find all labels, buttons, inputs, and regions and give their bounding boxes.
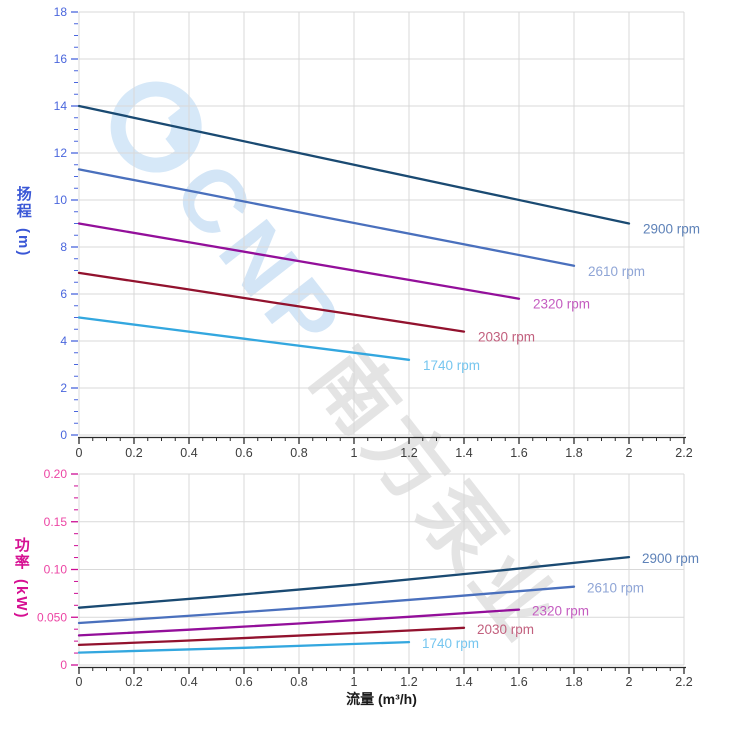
power-x-tick-label: 1.4 <box>455 675 472 689</box>
head-y-tick-label: 4 <box>60 334 67 348</box>
power-curve-label-2030-rpm: 2030 rpm <box>477 622 534 637</box>
head-y-tick-label: 16 <box>54 52 68 66</box>
head-x-tick-label: 2 <box>626 446 633 460</box>
power-y-tick-label: 0.050 <box>37 610 67 624</box>
head-x-tick-label: 0 <box>76 446 83 460</box>
power-y-tick-label: 0.10 <box>44 563 68 577</box>
power-x-tick-label: 0.8 <box>290 675 307 689</box>
power-y-axis-name: 功率 <box>12 537 30 571</box>
power-curve-2610-rpm <box>77 585 576 625</box>
power-curve-label-1740-rpm: 1740 rpm <box>422 636 479 651</box>
head-x-tick-label: 0.6 <box>235 446 252 460</box>
head-curve-2610-rpm <box>77 168 576 267</box>
power-curve-label-2320-rpm: 2320 rpm <box>532 604 589 619</box>
power-x-tick-label: 1.8 <box>565 675 582 689</box>
power-curve-2900-rpm <box>77 555 631 609</box>
head-curve-2030-rpm <box>77 271 466 333</box>
head-x-tick-label: 1.2 <box>400 446 417 460</box>
head-x-tick-label: 1.4 <box>455 446 472 460</box>
head-x-tick-label: 0.4 <box>180 446 197 460</box>
head-y-tick-label: 0 <box>60 428 67 442</box>
power-x-tick-label: 1 <box>351 675 358 689</box>
head-y-axis-title: 扬程 (m) <box>14 186 32 258</box>
head-y-tick-label: 12 <box>54 146 68 160</box>
power-x-tick-label: 2.2 <box>675 675 692 689</box>
x-axis-title: 流量 (m³/h) <box>346 691 417 707</box>
power-x-tick-label: 0.2 <box>125 675 142 689</box>
head-y-axis-name: 扬程 <box>14 186 32 220</box>
head-y-tick-label: 18 <box>54 5 68 19</box>
head-curve-label-2320-rpm: 2320 rpm <box>533 297 590 312</box>
head-x-tick-label: 1.6 <box>510 446 527 460</box>
head-y-tick-label: 10 <box>54 193 68 207</box>
power-x-tick-label: 0 <box>76 675 83 689</box>
power-x-tick-label: 1.2 <box>400 675 417 689</box>
power-y-tick-label: 0.15 <box>44 515 68 529</box>
power-curve-2320-rpm <box>77 608 521 637</box>
power-y-tick-label: 0 <box>60 658 67 672</box>
head-x-tick-label: 1 <box>351 446 358 460</box>
head-curve-label-1740-rpm: 1740 rpm <box>423 358 480 373</box>
head-x-tick-label: 0.8 <box>290 446 307 460</box>
power-x-tick-label: 1.6 <box>510 675 527 689</box>
head-x-tick-label: 0.2 <box>125 446 142 460</box>
power-x-tick-label: 0.6 <box>235 675 252 689</box>
power-curve-label-2610-rpm: 2610 rpm <box>587 581 644 596</box>
power-curve-label-2900-rpm: 2900 rpm <box>642 551 699 566</box>
head-y-tick-label: 14 <box>54 99 68 113</box>
head-x-tick-label: 1.8 <box>565 446 582 460</box>
power-x-tick-label: 0.4 <box>180 675 197 689</box>
head-curve-label-2030-rpm: 2030 rpm <box>478 330 535 345</box>
head-curve-label-2900-rpm: 2900 rpm <box>643 222 700 237</box>
power-y-tick-label: 0.20 <box>44 467 68 481</box>
power-curve-1740-rpm <box>77 640 411 654</box>
power-y-axis-title: 功率 (kW) <box>12 537 30 620</box>
head-x-tick-label: 2.2 <box>675 446 692 460</box>
head-curve-1740-rpm <box>77 316 411 361</box>
power-curve-2030-rpm <box>77 626 466 647</box>
head-curve-label-2610-rpm: 2610 rpm <box>588 264 645 279</box>
head-y-tick-label: 2 <box>60 381 67 395</box>
head-y-axis-unit: (m) <box>14 228 32 258</box>
head-y-tick-label: 6 <box>60 287 67 301</box>
head-y-tick-label: 8 <box>60 240 67 254</box>
head-curve-2320-rpm <box>77 222 521 300</box>
power-x-tick-label: 2 <box>626 675 633 689</box>
power-y-axis-unit: (kW) <box>12 579 30 620</box>
